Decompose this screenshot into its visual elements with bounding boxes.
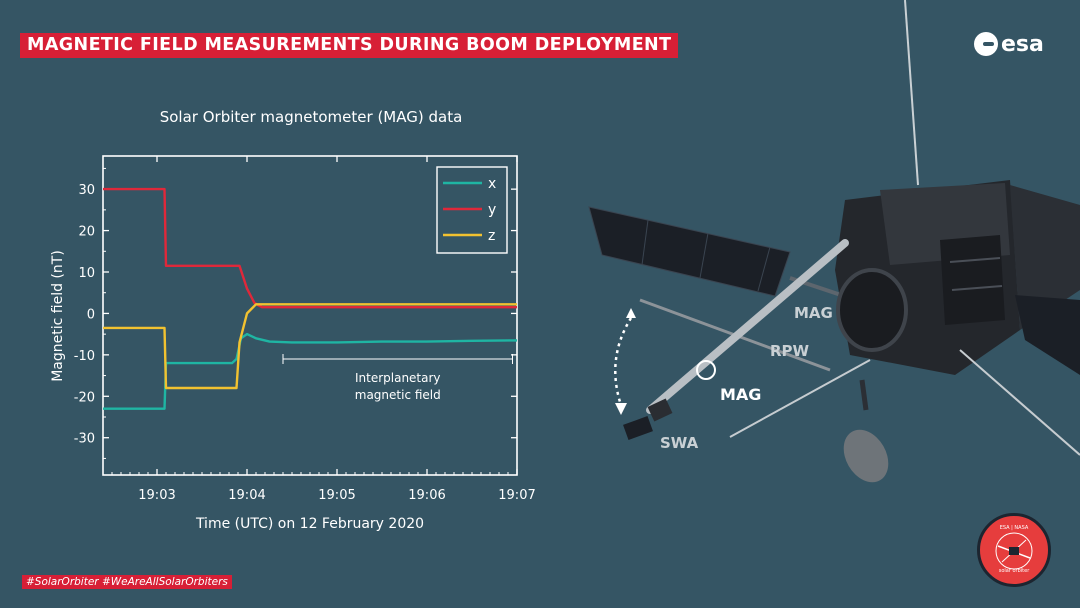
esa-logo: esa bbox=[974, 30, 1058, 58]
annotation: Interplanetary magnetic field bbox=[282, 354, 513, 402]
badge-emblem-icon bbox=[995, 532, 1033, 570]
badge-bottom-text: solar orbiter bbox=[998, 568, 1030, 574]
legend-label-z: z bbox=[488, 228, 495, 244]
x-tick-label: 19:06 bbox=[408, 488, 445, 503]
y-tick-label: 10 bbox=[78, 266, 95, 281]
series-line-x bbox=[103, 332, 518, 410]
solar-orbiter-mission-badge: ESA | NASA solar orbiter bbox=[977, 513, 1051, 587]
label-rpw: RPW bbox=[770, 342, 810, 360]
series-layer bbox=[103, 187, 518, 410]
legend-label-x: x bbox=[488, 176, 496, 192]
x-tick-label: 19:03 bbox=[138, 488, 175, 503]
axis-ticks: 30 20 10 0 -10 -20 -30 19:03 19:04 19:05 19:06 19:0… bbox=[74, 156, 536, 503]
hashtags: #SolarOrbiter #WeAreAllSolarOrbiters bbox=[22, 575, 232, 589]
y-axis-label: Magnetic field (nT) bbox=[50, 250, 66, 382]
y-tick-label: -10 bbox=[74, 349, 95, 364]
annotation-text: magnetic field bbox=[355, 388, 441, 402]
annotation-text: Interplanetary bbox=[355, 371, 441, 385]
legend-box bbox=[436, 166, 508, 254]
y-tick-label: -30 bbox=[74, 432, 95, 447]
y-tick-label: 20 bbox=[78, 225, 95, 240]
x-tick-label: 19:07 bbox=[498, 488, 535, 503]
x-tick-label: 19:05 bbox=[318, 488, 355, 503]
label-mag-body: MAG bbox=[794, 304, 833, 322]
left-solar-array bbox=[588, 206, 851, 300]
esa-logo-text: esa bbox=[1001, 31, 1044, 57]
legend-label-y: y bbox=[488, 202, 496, 218]
infographic-title-banner: MAGNETIC FIELD MEASUREMENTS DURING BOOM … bbox=[20, 33, 679, 58]
x-tick-label: 19:04 bbox=[228, 488, 265, 503]
y-tick-label: -20 bbox=[74, 390, 95, 405]
esa-logo-mark-icon bbox=[974, 32, 998, 56]
badge-top-text: ESA | NASA bbox=[999, 525, 1029, 531]
series-line-z bbox=[103, 303, 517, 390]
mag-location-marker bbox=[696, 360, 716, 380]
x-axis-label: Time (UTC) on 12 February 2020 bbox=[195, 516, 424, 532]
chart-title: Solar Orbiter magnetometer (MAG) data bbox=[160, 108, 463, 126]
spacecraft-body bbox=[835, 180, 1080, 375]
y-tick-label: 0 bbox=[87, 307, 95, 322]
label-mag-boom: MAG bbox=[720, 385, 761, 404]
series-line-y bbox=[103, 187, 517, 309]
label-swa: SWA bbox=[660, 434, 699, 452]
chart-legend: xyz bbox=[436, 166, 508, 254]
y-tick-label: 30 bbox=[78, 183, 95, 198]
